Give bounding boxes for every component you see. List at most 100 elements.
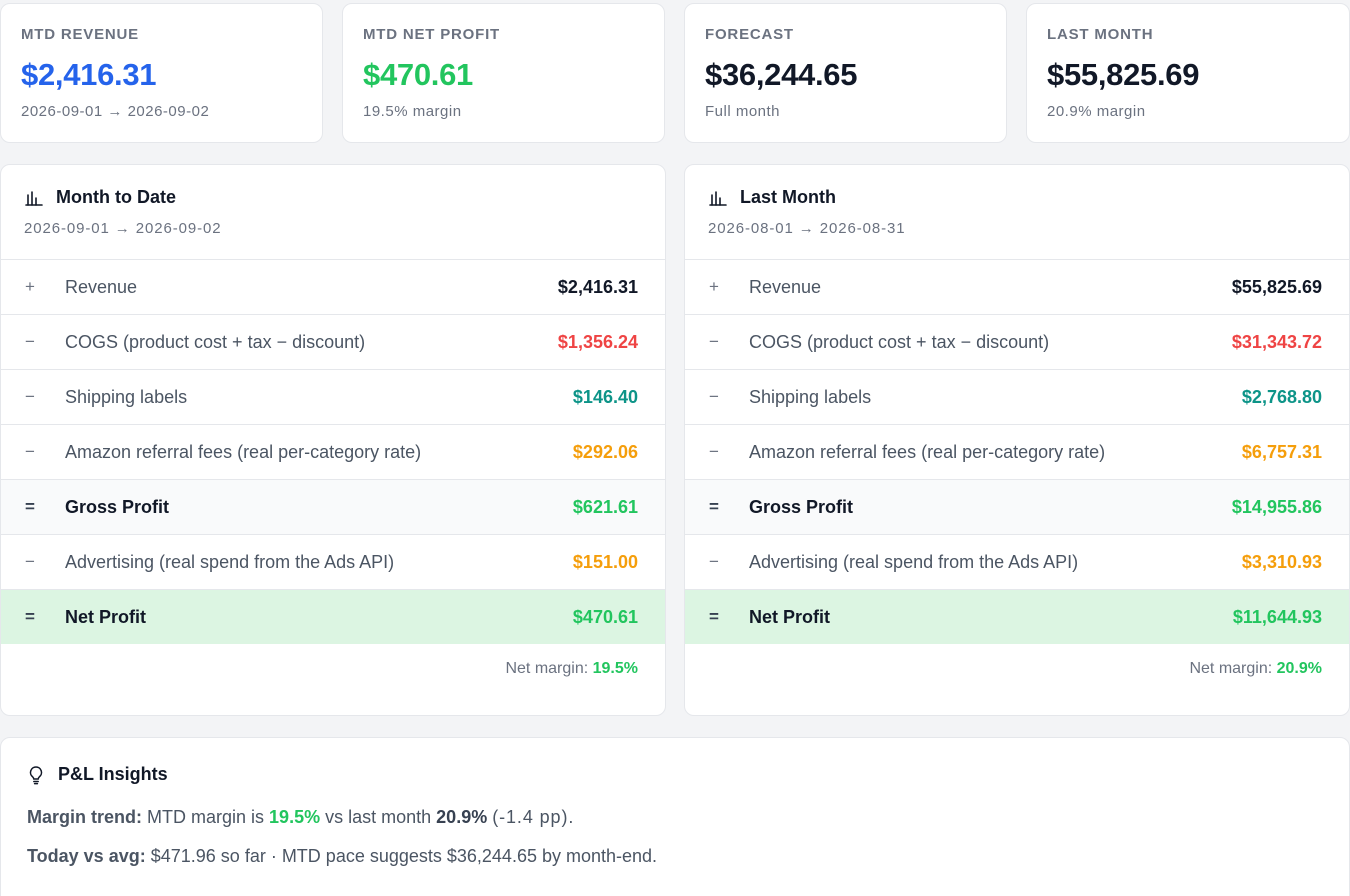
row-amount: $621.61 (572, 496, 638, 517)
row-amount: $470.61 (572, 606, 638, 627)
pnl-row-advertising: − Advertising (real spend from the Ads A… (685, 535, 1349, 590)
row-label: Net Profit (65, 606, 146, 627)
pnl-panel-last-month: Last Month 2026-08-01 → 2026-08-31 + Rev… (684, 164, 1350, 716)
pnl-row-shipping: − Shipping labels $146.40 (1, 370, 665, 425)
insight-mtd-margin: 19.5% (269, 807, 321, 827)
insight-delta: (-1.4 pp). (492, 807, 575, 827)
pnl-row-revenue: + Revenue $2,416.31 (1, 260, 665, 315)
net-margin-label: Net margin: (1189, 660, 1273, 677)
operator: − (25, 442, 35, 461)
operator: = (709, 607, 719, 626)
row-label: Gross Profit (749, 496, 854, 517)
kpi-subtext: Full month (705, 103, 781, 120)
net-margin-label: Net margin: (505, 660, 589, 677)
net-margin: Net margin: 20.9% (685, 644, 1349, 678)
row-label: Net Profit (749, 606, 830, 627)
panel-title-text: Last Month (740, 187, 836, 207)
row-amount: $2,416.31 (557, 276, 638, 297)
net-margin-value: 20.9% (1276, 660, 1322, 677)
pnl-insights-card: P&L Insights Margin trend: MTD margin is… (0, 737, 1350, 896)
panel-title-text: Month to Date (56, 187, 176, 207)
row-amount: $3,310.93 (1241, 551, 1322, 572)
insight-today-vs-avg: Today vs avg: $471.96 so far · MTD pace … (27, 846, 1323, 867)
operator: = (25, 607, 35, 626)
row-amount: $146.40 (572, 386, 638, 407)
pnl-row-shipping: − Shipping labels $2,768.80 (685, 370, 1349, 425)
row-label: Advertising (real spend from the Ads API… (749, 551, 1079, 572)
net-margin: Net margin: 19.5% (1, 644, 665, 678)
pnl-row-net-profit: = Net Profit $470.61 (1, 590, 665, 644)
panel-header: Last Month 2026-08-01 → 2026-08-31 (685, 165, 1349, 260)
insight-text: MTD margin is (147, 807, 265, 827)
pnl-row-gross-profit: = Gross Profit $14,955.86 (685, 480, 1349, 535)
operator: + (709, 277, 719, 296)
pnl-row-referral-fees: − Amazon referral fees (real per-categor… (1, 425, 665, 480)
bar-chart-icon (708, 189, 728, 207)
row-amount: $14,955.86 (1231, 496, 1322, 517)
row-label: COGS (product cost + tax − discount) (65, 331, 366, 352)
row-label: Shipping labels (65, 386, 188, 407)
kpi-value: $36,244.65 (705, 57, 858, 92)
insight-last-margin: 20.9% (436, 807, 488, 827)
operator: − (709, 552, 719, 571)
kpi-subtext: 2026-09-01 → 2026-09-02 (21, 103, 210, 120)
pnl-row-cogs: − COGS (product cost + tax − discount) $… (685, 315, 1349, 370)
kpi-value: $2,416.31 (21, 57, 157, 92)
insight-margin-trend: Margin trend: MTD margin is 19.5% vs las… (27, 807, 1323, 828)
panel-title: Last Month (708, 187, 1326, 208)
row-amount: $2,768.80 (1241, 386, 1322, 407)
panel-date-range: 2026-09-01 → 2026-09-02 (24, 220, 222, 237)
operator: − (25, 552, 35, 571)
row-amount: $151.00 (572, 551, 638, 572)
insights-title: P&L Insights (27, 764, 1323, 785)
kpi-label: MTD REVENUE (21, 26, 139, 43)
operator: − (709, 387, 719, 406)
kpi-label: MTD NET PROFIT (363, 26, 501, 43)
insight-text: $471.96 so far · MTD pace suggests $36,2… (150, 846, 658, 866)
insight-key: Today vs avg: (27, 846, 146, 866)
row-amount: $55,825.69 (1231, 276, 1322, 297)
row-label: Amazon referral fees (real per-category … (749, 441, 1106, 462)
lightbulb-icon (27, 765, 45, 785)
pnl-row-referral-fees: − Amazon referral fees (real per-categor… (685, 425, 1349, 480)
kpi-value: $470.61 (363, 57, 473, 92)
row-label: COGS (product cost + tax − discount) (749, 331, 1050, 352)
operator: − (709, 332, 719, 351)
row-amount: $292.06 (572, 441, 638, 462)
insight-text: vs last month (325, 807, 432, 827)
row-amount: $11,644.93 (1232, 606, 1322, 627)
row-amount: $1,356.24 (557, 331, 638, 352)
kpi-subtext: 20.9% margin (1047, 103, 1146, 120)
operator: + (25, 277, 35, 296)
operator: − (709, 442, 719, 461)
kpi-label: FORECAST (705, 26, 794, 43)
kpi-card-mtd-revenue: MTD REVENUE $2,416.31 2026-09-01 → 2026-… (0, 3, 323, 143)
kpi-subtext: 19.5% margin (363, 103, 462, 120)
net-margin-value: 19.5% (592, 660, 638, 677)
row-label: Amazon referral fees (real per-category … (65, 441, 422, 462)
kpi-label: LAST MONTH (1047, 26, 1154, 43)
panel-title: Month to Date (24, 187, 642, 208)
pnl-row-gross-profit: = Gross Profit $621.61 (1, 480, 665, 535)
kpi-value: $55,825.69 (1047, 57, 1200, 92)
insights-title-text: P&L Insights (58, 764, 168, 784)
row-label: Advertising (real spend from the Ads API… (65, 551, 395, 572)
pnl-panel-month-to-date: Month to Date 2026-09-01 → 2026-09-02 + … (0, 164, 666, 716)
insight-key: Margin trend: (27, 807, 142, 827)
bar-chart-icon (24, 189, 44, 207)
pnl-row-net-profit: = Net Profit $11,644.93 (685, 590, 1349, 644)
operator: = (709, 497, 719, 516)
row-label: Shipping labels (749, 386, 872, 407)
row-amount: $31,343.72 (1231, 331, 1322, 352)
operator: − (25, 387, 35, 406)
pnl-row-advertising: − Advertising (real spend from the Ads A… (1, 535, 665, 590)
pnl-row-revenue: + Revenue $55,825.69 (685, 260, 1349, 315)
panel-header: Month to Date 2026-09-01 → 2026-09-02 (1, 165, 665, 260)
operator: = (25, 497, 35, 516)
kpi-card-mtd-net-profit: MTD NET PROFIT $470.61 19.5% margin (342, 3, 665, 143)
operator: − (25, 332, 35, 351)
panel-date-range: 2026-08-01 → 2026-08-31 (708, 220, 906, 237)
kpi-card-forecast: FORECAST $36,244.65 Full month (684, 3, 1007, 143)
row-label: Revenue (65, 276, 138, 297)
kpi-card-last-month: LAST MONTH $55,825.69 20.9% margin (1026, 3, 1350, 143)
